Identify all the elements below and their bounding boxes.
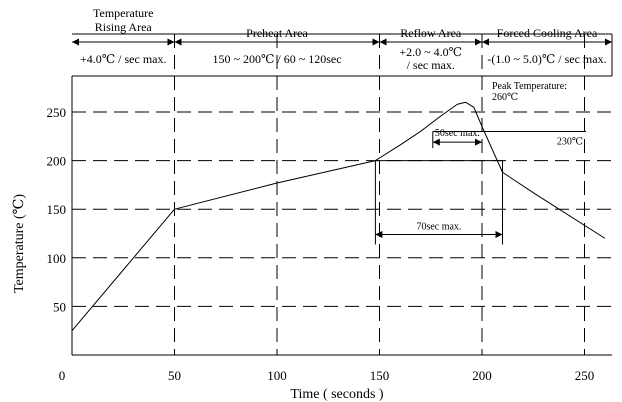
zone-rate: +4.0℃ / sec max.: [80, 52, 167, 66]
zone-title: Forced Cooling Area: [497, 26, 598, 40]
x-tick-label: 150: [370, 368, 390, 383]
y-tick-label: 50: [53, 299, 66, 314]
span-50-arrow-left: [432, 138, 440, 146]
zone-arrow-right: [605, 38, 612, 46]
zone-arrow-left: [174, 38, 182, 46]
y-tick-label: 200: [47, 154, 67, 169]
y-tick-label: 150: [47, 202, 67, 217]
y-axis-title: Temperature (℃): [12, 194, 27, 293]
x-tick-label: 0: [59, 368, 66, 383]
zone-arrow-left: [379, 38, 387, 46]
zone-rate: +2.0 ~ 4.0℃ / sec max.: [399, 45, 462, 72]
zone-title: Preheat Area: [246, 26, 308, 40]
x-axis-title: Time ( seconds ): [290, 387, 384, 402]
zone-arrow-right: [475, 38, 482, 46]
y-tick-label: 250: [47, 105, 67, 120]
reflow-temperature-curve: [71, 101, 606, 332]
span-50-arrow-right: [475, 138, 482, 146]
x-tick-label: 50: [168, 368, 181, 383]
zone-arrow-left: [72, 38, 79, 46]
zone-title: Temperature Rising Area: [93, 6, 153, 34]
y-tick-label: 100: [47, 251, 67, 266]
x-tick-label: 100: [267, 368, 287, 383]
zone-arrow-right: [372, 38, 380, 46]
span-70-arrow-left: [375, 230, 383, 238]
zone-arrow-right: [167, 38, 175, 46]
x-tick-label: 200: [472, 368, 492, 383]
span-70-arrow-right: [495, 230, 503, 238]
zone-arrow-left: [482, 38, 489, 46]
x-tick-label: 250: [575, 368, 595, 383]
span-50-label: 50sec max.: [435, 128, 480, 139]
level-230-label: 230℃: [557, 136, 583, 147]
span-70-label: 70sec max.: [416, 221, 461, 232]
zone-title: Reflow Area: [400, 26, 462, 40]
peak-temperature-label: Peak Temperature: 260℃: [492, 81, 567, 103]
zone-rate: -(1.0 ~ 5.0)℃ / sec max.: [487, 52, 606, 66]
